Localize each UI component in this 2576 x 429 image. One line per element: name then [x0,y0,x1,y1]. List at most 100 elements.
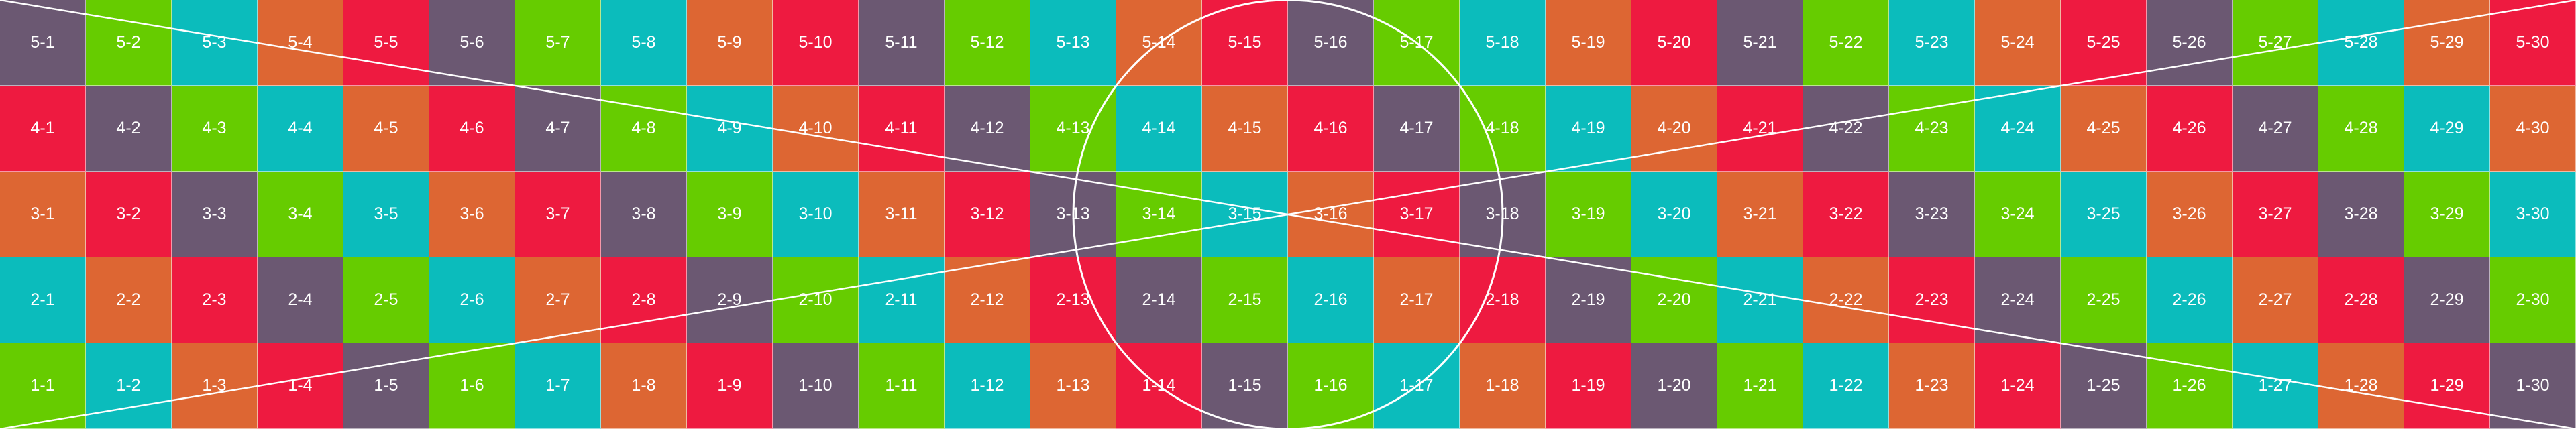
grid-tile[interactable]: 4-12 [945,86,1030,172]
grid-tile[interactable]: 1-21 [1717,343,1803,429]
grid-tile[interactable]: 1-25 [2061,343,2147,429]
grid-tile[interactable]: 1-18 [1460,343,1546,429]
grid-tile[interactable]: 5-3 [172,0,258,86]
grid-tile[interactable]: 3-22 [1803,172,1889,257]
grid-tile[interactable]: 1-10 [773,343,859,429]
grid-tile[interactable]: 3-25 [2061,172,2147,257]
grid-tile[interactable]: 1-5 [343,343,429,429]
grid-tile[interactable]: 2-2 [86,257,172,343]
grid-tile[interactable]: 4-6 [429,86,515,172]
grid-tile[interactable]: 2-5 [343,257,429,343]
grid-tile[interactable]: 4-8 [601,86,687,172]
grid-tile[interactable]: 4-22 [1803,86,1889,172]
grid-tile[interactable]: 5-25 [2061,0,2147,86]
grid-tile[interactable]: 2-15 [1202,257,1288,343]
grid-tile[interactable]: 3-16 [1288,172,1374,257]
grid-tile[interactable]: 4-10 [773,86,859,172]
grid-tile[interactable]: 3-2 [86,172,172,257]
grid-tile[interactable]: 4-24 [1975,86,2061,172]
grid-tile[interactable]: 3-15 [1202,172,1288,257]
grid-tile[interactable]: 2-27 [2233,257,2318,343]
grid-tile[interactable]: 2-21 [1717,257,1803,343]
grid-tile[interactable]: 4-3 [172,86,258,172]
grid-tile[interactable]: 2-8 [601,257,687,343]
grid-tile[interactable]: 5-1 [0,0,86,86]
grid-tile[interactable]: 3-10 [773,172,859,257]
grid-tile[interactable]: 5-5 [343,0,429,86]
grid-tile[interactable]: 4-2 [86,86,172,172]
grid-tile[interactable]: 2-16 [1288,257,1374,343]
grid-tile[interactable]: 3-29 [2404,172,2490,257]
grid-tile[interactable]: 1-24 [1975,343,2061,429]
grid-tile[interactable]: 1-30 [2490,343,2576,429]
grid-tile[interactable]: 3-18 [1460,172,1546,257]
grid-tile[interactable]: 2-19 [1546,257,1631,343]
grid-tile[interactable]: 4-14 [1116,86,1202,172]
grid-tile[interactable]: 4-13 [1030,86,1116,172]
grid-tile[interactable]: 2-10 [773,257,859,343]
grid-tile[interactable]: 3-12 [945,172,1030,257]
grid-tile[interactable]: 2-26 [2147,257,2233,343]
grid-tile[interactable]: 1-16 [1288,343,1374,429]
grid-tile[interactable]: 5-14 [1116,0,1202,86]
grid-tile[interactable]: 2-25 [2061,257,2147,343]
grid-tile[interactable]: 5-30 [2490,0,2576,86]
grid-tile[interactable]: 3-8 [601,172,687,257]
grid-tile[interactable]: 2-29 [2404,257,2490,343]
grid-tile[interactable]: 5-13 [1030,0,1116,86]
grid-tile[interactable]: 3-27 [2233,172,2318,257]
grid-tile[interactable]: 5-17 [1374,0,1460,86]
grid-tile[interactable]: 5-8 [601,0,687,86]
grid-tile[interactable]: 5-18 [1460,0,1546,86]
grid-tile[interactable]: 4-30 [2490,86,2576,172]
grid-tile[interactable]: 4-27 [2233,86,2318,172]
grid-tile[interactable]: 2-30 [2490,257,2576,343]
grid-tile[interactable]: 5-21 [1717,0,1803,86]
grid-tile[interactable]: 4-11 [859,86,945,172]
grid-tile[interactable]: 1-29 [2404,343,2490,429]
grid-tile[interactable]: 2-11 [859,257,945,343]
grid-tile[interactable]: 2-12 [945,257,1030,343]
grid-tile[interactable]: 3-6 [429,172,515,257]
grid-tile[interactable]: 4-5 [343,86,429,172]
grid-tile[interactable]: 1-23 [1889,343,1975,429]
grid-tile[interactable]: 4-15 [1202,86,1288,172]
grid-tile[interactable]: 1-13 [1030,343,1116,429]
grid-tile[interactable]: 4-18 [1460,86,1546,172]
grid-tile[interactable]: 4-29 [2404,86,2490,172]
grid-tile[interactable]: 5-12 [945,0,1030,86]
grid-tile[interactable]: 3-13 [1030,172,1116,257]
grid-tile[interactable]: 2-24 [1975,257,2061,343]
grid-tile[interactable]: 2-18 [1460,257,1546,343]
grid-tile[interactable]: 2-20 [1631,257,1717,343]
grid-tile[interactable]: 4-7 [515,86,601,172]
grid-tile[interactable]: 2-28 [2318,257,2404,343]
grid-tile[interactable]: 1-2 [86,343,172,429]
grid-tile[interactable]: 2-9 [687,257,773,343]
grid-tile[interactable]: 5-9 [687,0,773,86]
grid-tile[interactable]: 1-26 [2147,343,2233,429]
grid-tile[interactable]: 1-15 [1202,343,1288,429]
grid-tile[interactable]: 1-4 [258,343,343,429]
grid-tile[interactable]: 3-4 [258,172,343,257]
grid-tile[interactable]: 1-6 [429,343,515,429]
grid-tile[interactable]: 4-19 [1546,86,1631,172]
grid-tile[interactable]: 1-17 [1374,343,1460,429]
grid-tile[interactable]: 3-28 [2318,172,2404,257]
grid-tile[interactable]: 5-15 [1202,0,1288,86]
grid-tile[interactable]: 4-20 [1631,86,1717,172]
grid-tile[interactable]: 2-13 [1030,257,1116,343]
grid-tile[interactable]: 3-7 [515,172,601,257]
grid-tile[interactable]: 1-12 [945,343,1030,429]
grid-tile[interactable]: 4-16 [1288,86,1374,172]
grid-tile[interactable]: 5-27 [2233,0,2318,86]
grid-tile[interactable]: 4-4 [258,86,343,172]
grid-tile[interactable]: 5-26 [2147,0,2233,86]
grid-tile[interactable]: 5-7 [515,0,601,86]
grid-tile[interactable]: 1-28 [2318,343,2404,429]
grid-tile[interactable]: 4-17 [1374,86,1460,172]
grid-tile[interactable]: 3-23 [1889,172,1975,257]
grid-tile[interactable]: 1-9 [687,343,773,429]
grid-tile[interactable]: 3-14 [1116,172,1202,257]
grid-tile[interactable]: 3-30 [2490,172,2576,257]
